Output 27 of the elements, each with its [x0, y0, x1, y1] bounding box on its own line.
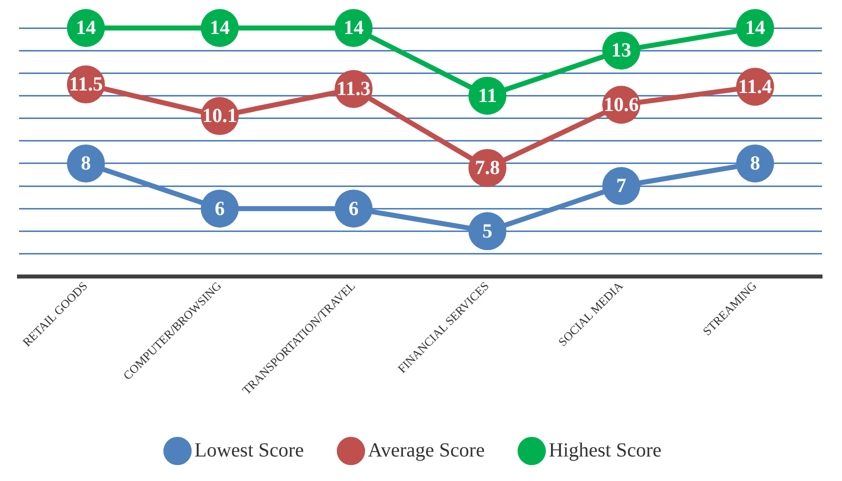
- data-label: 10.6: [604, 94, 639, 116]
- data-label: 7.8: [474, 157, 500, 180]
- data-label: 11.3: [336, 78, 371, 100]
- data-label: 11: [478, 84, 497, 107]
- data-label: 10.1: [202, 105, 238, 128]
- data-label: 7: [616, 175, 626, 198]
- data-label: 13: [611, 40, 632, 62]
- data-label: 14: [210, 17, 230, 40]
- data-label: 14: [76, 17, 96, 40]
- point: [736, 144, 774, 182]
- data-label: 14: [344, 17, 364, 40]
- data-label: 11.5: [68, 74, 103, 96]
- data-label: 14: [745, 17, 766, 40]
- point: [468, 212, 506, 250]
- data-label: 11.4: [738, 76, 772, 98]
- legend-label: Highest Score: [548, 439, 662, 462]
- point: [334, 190, 373, 228]
- legend-label: Lowest Score: [194, 439, 304, 462]
- data-label: 5: [482, 220, 492, 242]
- data-label: 8: [750, 152, 760, 175]
- data-label: 6: [214, 198, 225, 220]
- point: [200, 190, 239, 228]
- data-label: 6: [348, 198, 359, 220]
- data-label: 8: [80, 152, 91, 175]
- legend-label: Average Score: [368, 439, 485, 462]
- point: [66, 144, 105, 182]
- point: [602, 167, 640, 206]
